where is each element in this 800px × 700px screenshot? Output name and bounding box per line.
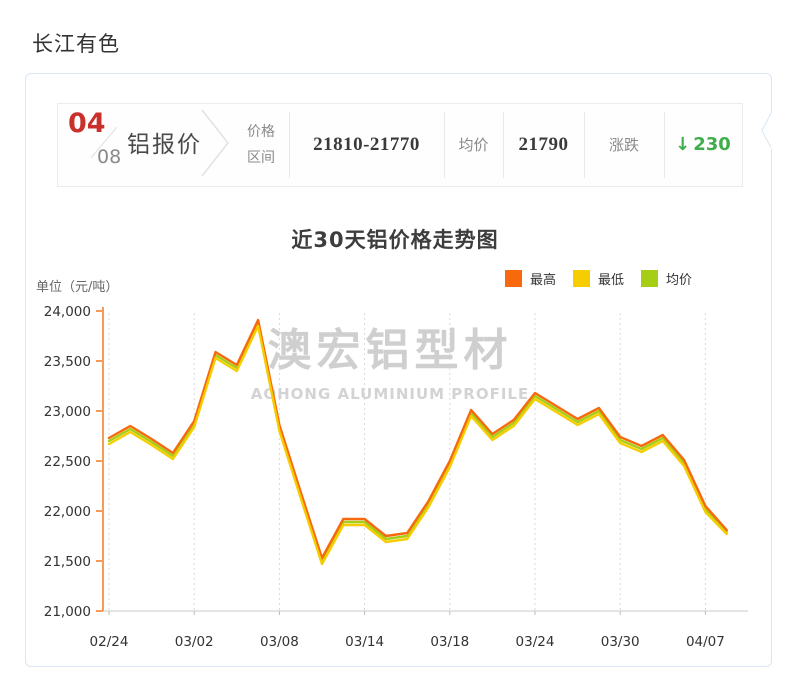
chart-title: 近30天铝价格走势图 (291, 228, 499, 252)
price-range-value: 21810-21770 (313, 134, 420, 155)
legend-item-low[interactable]: 最低 (573, 269, 624, 288)
quote-product-name: 铝报价 (127, 132, 202, 158)
quote-bar: 04 08 铝报价 价格 区间 21810-21770 均价 21790 涨跌 … (57, 103, 743, 187)
average-price-label: 均价 (458, 136, 489, 154)
chart-unit-label: 单位（元/吨） (36, 280, 119, 295)
price-change-label: 涨跌 (608, 136, 639, 154)
average-price-value: 21790 (518, 134, 569, 155)
cell-divider (664, 112, 665, 178)
legend-label-low: 最低 (598, 273, 625, 288)
cell-divider (289, 112, 290, 178)
page-title: 长江有色 (32, 32, 120, 56)
legend-swatch-high (505, 270, 522, 287)
cell-divider (444, 112, 445, 178)
legend-item-high[interactable]: 最高 (505, 269, 556, 288)
down-arrow-icon: ↓ (675, 134, 691, 155)
watermark: 澳宏铝型材 AOHONG ALUMINIUM PROFILE (235, 314, 545, 403)
quote-date-month: 04 (68, 108, 106, 139)
legend-swatch-low (573, 270, 591, 287)
legend-label-high: 最高 (530, 273, 557, 288)
chart-legend: 最高 最低 均价 (505, 269, 709, 288)
watermark-chinese: 澳宏铝型材 (267, 325, 513, 376)
legend-swatch-avg (641, 270, 659, 287)
watermark-english: AOHONG ALUMINIUM PROFILE (250, 385, 530, 403)
price-change-value: ↓ 230 (675, 134, 731, 155)
quote-date-day: 08 (97, 146, 122, 168)
legend-item-avg[interactable]: 均价 (641, 269, 692, 288)
price-range-label: 价格 区间 (247, 124, 275, 166)
legend-label-avg: 均价 (666, 273, 693, 288)
cell-divider (584, 112, 585, 178)
cell-divider (503, 112, 504, 178)
